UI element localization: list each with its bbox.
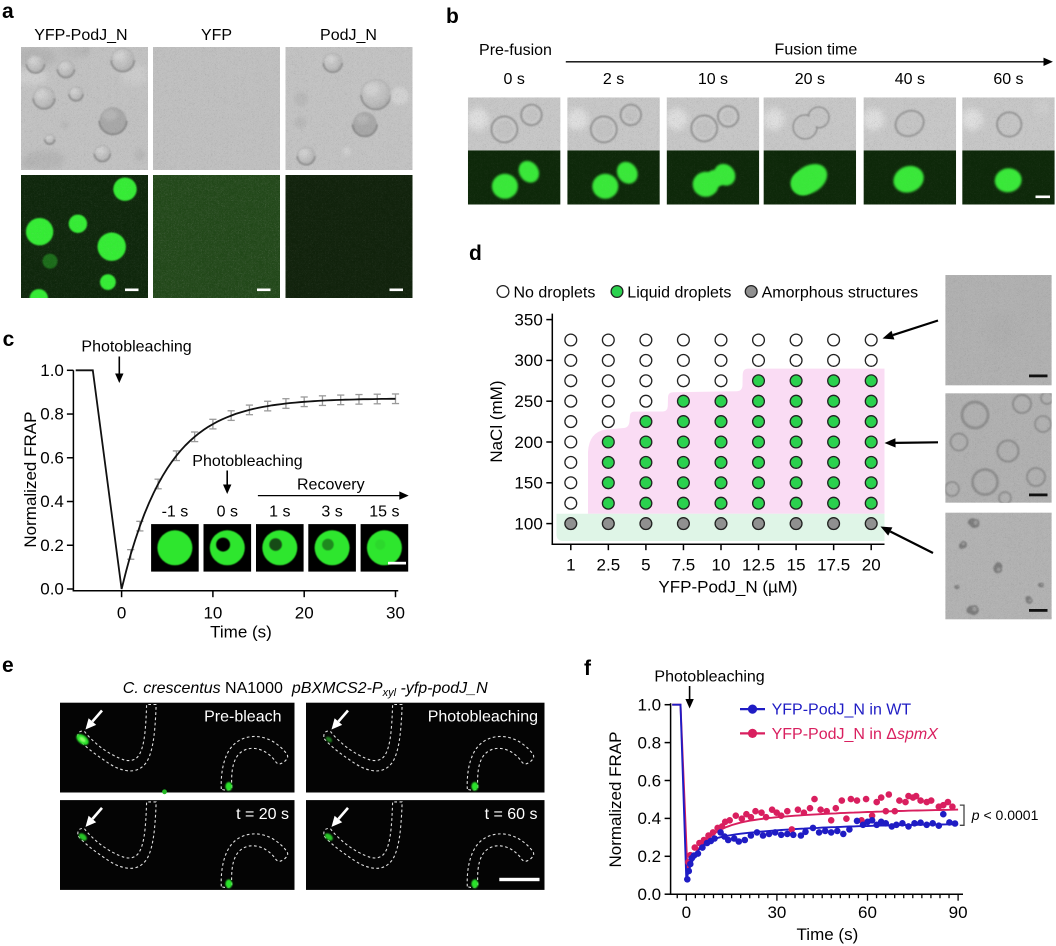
svg-text:Photobleaching: Photobleaching: [428, 709, 538, 726]
svg-text:e: e: [2, 654, 14, 677]
svg-text:15 s: 15 s: [369, 504, 399, 521]
svg-text:Liquid droplets: Liquid droplets: [627, 284, 731, 301]
svg-text:300: 300: [514, 351, 542, 370]
svg-text:d: d: [469, 242, 482, 265]
svg-text:Fusion time: Fusion time: [775, 42, 858, 59]
svg-text:Photobleaching: Photobleaching: [81, 339, 191, 356]
svg-text:10: 10: [712, 556, 731, 575]
svg-text:Recovery: Recovery: [297, 477, 365, 494]
svg-text:10: 10: [203, 603, 222, 622]
svg-text:Time (s): Time (s): [797, 925, 859, 944]
svg-text:60: 60: [858, 903, 877, 922]
svg-text:YFP-PodJ_N in WT: YFP-PodJ_N in WT: [772, 702, 912, 719]
svg-text:Amorphous structures: Amorphous structures: [762, 284, 919, 301]
svg-text:7.5: 7.5: [672, 556, 696, 575]
svg-text:YFP-PodJ_N (µM): YFP-PodJ_N (µM): [658, 578, 797, 597]
svg-text:Photobleaching: Photobleaching: [192, 453, 302, 470]
svg-text:NaCl (mM): NaCl (mM): [487, 381, 506, 463]
svg-text:20 s: 20 s: [795, 71, 825, 88]
svg-text:t = 20 s: t = 20 s: [236, 806, 289, 823]
svg-text:-1 s: -1 s: [162, 504, 189, 521]
svg-text:0.6: 0.6: [637, 771, 661, 790]
svg-text:250: 250: [514, 392, 542, 411]
svg-text:Pre-bleach: Pre-bleach: [204, 709, 281, 726]
svg-text:40 s: 40 s: [895, 71, 925, 88]
svg-text:0 s: 0 s: [503, 71, 524, 88]
svg-text:1.0: 1.0: [40, 361, 64, 380]
svg-text:0.0: 0.0: [637, 885, 661, 904]
svg-text:17.5: 17.5: [817, 556, 850, 575]
svg-text:b: b: [446, 5, 459, 28]
svg-text:30: 30: [386, 603, 405, 622]
svg-text:30: 30: [767, 903, 786, 922]
svg-text:Normalized FRAP: Normalized FRAP: [21, 412, 40, 548]
svg-text:0.8: 0.8: [637, 733, 661, 752]
svg-text:90: 90: [949, 903, 968, 922]
svg-text:c: c: [3, 328, 15, 351]
svg-text:0.2: 0.2: [40, 536, 64, 555]
svg-text:t = 60 s: t = 60 s: [485, 806, 538, 823]
svg-text:1.0: 1.0: [637, 696, 661, 715]
svg-text:YFP-PodJ_N: YFP-PodJ_N: [34, 27, 127, 44]
svg-text:0.2: 0.2: [637, 847, 661, 866]
svg-text:0 s: 0 s: [217, 504, 238, 521]
svg-text:YFP: YFP: [201, 27, 232, 44]
svg-text:350: 350: [514, 310, 542, 329]
svg-text:2.5: 2.5: [597, 556, 621, 575]
svg-text:100: 100: [514, 514, 542, 533]
svg-text:0.4: 0.4: [40, 492, 64, 511]
svg-text:0.6: 0.6: [40, 448, 64, 467]
svg-text:Normalized FRAP: Normalized FRAP: [606, 731, 625, 867]
svg-text:1: 1: [566, 556, 575, 575]
svg-text:20: 20: [295, 603, 314, 622]
svg-text:YFP-PodJ_N in ΔspmX: YFP-PodJ_N in ΔspmX: [772, 726, 940, 743]
svg-text:No droplets: No droplets: [514, 284, 596, 301]
svg-text:10 s: 10 s: [698, 71, 728, 88]
svg-text:0: 0: [117, 603, 126, 622]
svg-text:p < 0.0001: p < 0.0001: [971, 807, 1039, 823]
svg-text:1 s: 1 s: [269, 504, 290, 521]
svg-text:Pre-fusion: Pre-fusion: [479, 42, 552, 59]
svg-text:12.5: 12.5: [742, 556, 775, 575]
svg-text:f: f: [584, 657, 592, 680]
svg-text:Time (s): Time (s): [210, 623, 272, 642]
svg-text:200: 200: [514, 433, 542, 452]
svg-text:5: 5: [641, 556, 650, 575]
svg-text:Photobleaching: Photobleaching: [654, 669, 764, 686]
svg-text:60 s: 60 s: [993, 71, 1023, 88]
svg-text:0.4: 0.4: [637, 809, 661, 828]
svg-text:a: a: [2, 0, 14, 23]
svg-text:PodJ_N: PodJ_N: [320, 27, 377, 44]
svg-text:0.0: 0.0: [40, 580, 64, 599]
svg-text:150: 150: [514, 474, 542, 493]
svg-text:15: 15: [787, 556, 806, 575]
svg-text:0: 0: [682, 903, 691, 922]
svg-text:2 s: 2 s: [603, 71, 624, 88]
svg-text:3 s: 3 s: [321, 504, 342, 521]
svg-text:20: 20: [862, 556, 881, 575]
svg-text:0.8: 0.8: [40, 405, 64, 424]
